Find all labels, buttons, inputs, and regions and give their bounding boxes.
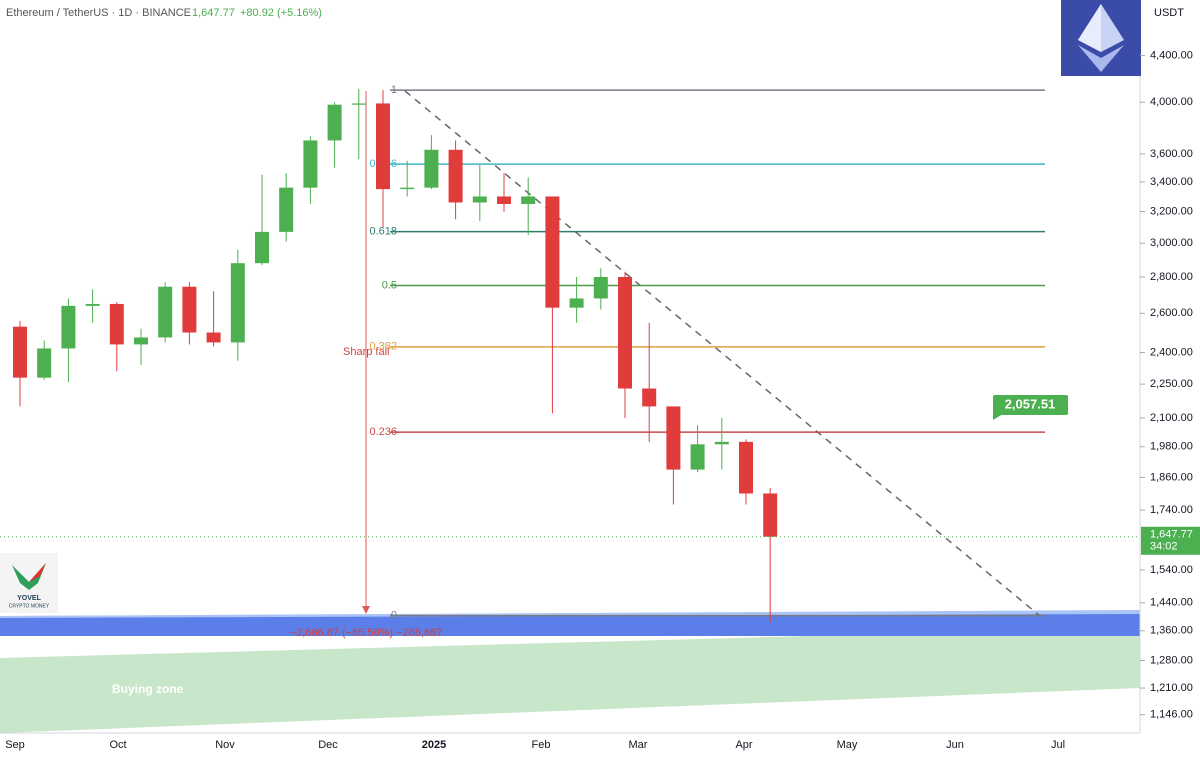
- y-tick-label: 3,400.00: [1150, 176, 1193, 188]
- x-tick-label: Jul: [1051, 739, 1065, 751]
- candle-body: [279, 187, 294, 232]
- candle-body: [206, 332, 221, 343]
- y-tick-label: 3,200.00: [1150, 205, 1193, 217]
- y-tick-label: 1,980.00: [1150, 441, 1193, 453]
- candle-body: [521, 196, 536, 204]
- arrow-head: [362, 606, 370, 614]
- x-tick-label: Nov: [215, 739, 235, 751]
- fib-label: 0: [391, 609, 397, 621]
- candle-body: [37, 348, 52, 378]
- header-price: 1,647.77: [192, 7, 235, 19]
- y-tick-label: 2,100.00: [1150, 412, 1193, 424]
- fib-label: 0.618: [369, 225, 397, 237]
- candle-body: [255, 231, 269, 264]
- candle-body: [424, 149, 439, 188]
- candle-body: [545, 196, 560, 308]
- y-tick-label: 2,400.00: [1150, 346, 1193, 358]
- target-label: 2,057.51: [1005, 396, 1056, 411]
- candle-body: [376, 103, 390, 190]
- candle-body: [303, 140, 318, 188]
- x-tick-label: Apr: [735, 739, 752, 751]
- annotation: Sharp fall: [343, 346, 389, 358]
- candle-body: [642, 388, 657, 407]
- candle-body: [763, 493, 778, 537]
- yovel-logo: [0, 553, 58, 613]
- x-tick-label: Sep: [5, 739, 25, 751]
- logo-text: YOVEL: [17, 595, 41, 602]
- y-tick-label: 1,360.00: [1150, 625, 1193, 637]
- candle-body: [666, 406, 681, 470]
- x-tick-label: May: [837, 739, 858, 751]
- candle-body: [230, 263, 245, 343]
- candle-body: [351, 103, 366, 105]
- y-tick-label: 1,740.00: [1150, 504, 1193, 516]
- candle-body: [327, 104, 342, 141]
- fib-label: 0.382: [369, 341, 397, 353]
- candle-body: [85, 303, 100, 306]
- candle-body: [158, 286, 173, 338]
- countdown: 34:02: [1150, 541, 1178, 553]
- candle-body: [400, 187, 415, 190]
- candle-body: [618, 276, 632, 389]
- x-tick-label: 2025: [422, 739, 446, 751]
- y-tick-label: 3,000.00: [1150, 237, 1193, 249]
- candle-body: [739, 441, 753, 494]
- y-tick-label: 4,000.00: [1150, 96, 1193, 108]
- fib-label: 1: [391, 84, 397, 96]
- candle-body: [497, 196, 511, 204]
- price-tag: [1141, 526, 1200, 555]
- x-tick-label: Mar: [629, 739, 648, 751]
- header-change: +80.92 (+5.16%): [240, 7, 322, 19]
- support-band: [0, 613, 1140, 636]
- candle-body: [714, 441, 729, 445]
- support-edge: [0, 610, 1140, 618]
- logo-subtext: CRYPTO MONEY: [9, 603, 50, 609]
- y-tick-label: 2,250.00: [1150, 378, 1193, 390]
- candle-body: [134, 337, 148, 345]
- measure-label: −2,686.87 (−65.50%) −268,687: [290, 627, 443, 639]
- y-tick-label: 1,280.00: [1150, 654, 1193, 666]
- buying-zone: [0, 627, 1140, 733]
- candle-body: [182, 286, 197, 333]
- candle-body: [593, 276, 608, 299]
- candle-body: [448, 149, 463, 203]
- x-tick-label: Feb: [532, 739, 551, 751]
- candle-body: [569, 298, 584, 308]
- y-tick-label: 2,800.00: [1150, 271, 1193, 283]
- zone-label: Buying zone: [112, 682, 184, 696]
- x-tick-label: Jun: [946, 739, 964, 751]
- candle-body: [61, 305, 76, 349]
- candle-body: [13, 326, 27, 378]
- y-tick-label: 1,146.00: [1150, 709, 1193, 721]
- y-tick-label: 2,600.00: [1150, 307, 1193, 319]
- candle-body: [690, 444, 705, 470]
- target-box: [993, 394, 1068, 415]
- y-tick-label: 3,600.00: [1150, 148, 1193, 160]
- x-tick-label: Dec: [318, 739, 338, 751]
- currency: USDT: [1154, 7, 1184, 19]
- y-tick-label: 1,440.00: [1150, 597, 1193, 609]
- x-tick-label: Oct: [109, 739, 126, 751]
- candle-body: [109, 303, 124, 345]
- fib-label: 0.236: [369, 426, 397, 438]
- y-tick-label: 4,400.00: [1150, 49, 1193, 61]
- price-tag-label: 1,647.77: [1150, 529, 1193, 541]
- y-tick-label: 1,540.00: [1150, 564, 1193, 576]
- y-tick-label: 1,210.00: [1150, 682, 1193, 694]
- candle-body: [472, 196, 487, 203]
- chart-title: Ethereum / TetherUS · 1D · BINANCE: [6, 7, 191, 19]
- y-tick-label: 1,860.00: [1150, 471, 1193, 483]
- fib-label: 0.5: [382, 279, 397, 291]
- eth-logo: [1061, 0, 1141, 76]
- target-pointer: [993, 413, 1003, 420]
